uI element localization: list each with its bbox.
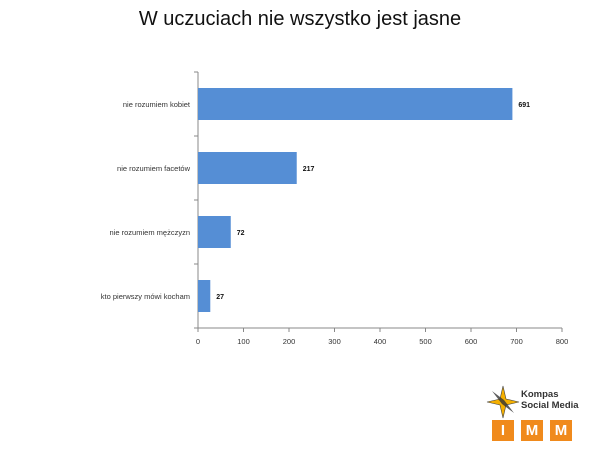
category-label: nie rozumiem kobiet <box>123 100 191 109</box>
bar <box>198 88 513 120</box>
category-label: kto pierwszy mówi kocham <box>101 292 190 301</box>
category-label: nie rozumiem mężczyzn <box>110 228 190 237</box>
bar <box>198 216 231 248</box>
value-label: 217 <box>303 166 315 173</box>
logo-line-1: Kompas <box>521 389 559 400</box>
x-tick-label: 300 <box>328 337 341 346</box>
x-tick-label: 400 <box>374 337 387 346</box>
x-tick-label: 600 <box>465 337 478 346</box>
compass-star-icon <box>486 385 520 419</box>
kompas-logo: Kompas Social Media I M M <box>486 385 586 443</box>
x-tick-label: 0 <box>196 337 200 346</box>
value-label: 72 <box>237 230 245 237</box>
chart-title: W uczuciach nie wszystko jest jasne <box>138 8 462 30</box>
x-tick-label: 100 <box>237 337 250 346</box>
x-tick-label: 500 <box>419 337 432 346</box>
value-label: 27 <box>216 294 224 301</box>
value-label: 691 <box>518 102 530 109</box>
logo-letter-i: I <box>492 420 514 441</box>
category-label: nie rozumiem facetów <box>117 164 191 173</box>
x-tick-label: 800 <box>556 337 569 346</box>
logo-letter-m1: M <box>521 420 543 441</box>
logo-letter-m2: M <box>550 420 572 441</box>
x-tick-label: 700 <box>510 337 523 346</box>
logo-text: Kompas Social Media <box>521 389 591 411</box>
bar <box>198 152 297 184</box>
logo-line-2: Social Media <box>521 400 579 411</box>
bar <box>198 280 211 312</box>
x-tick-label: 200 <box>283 337 296 346</box>
